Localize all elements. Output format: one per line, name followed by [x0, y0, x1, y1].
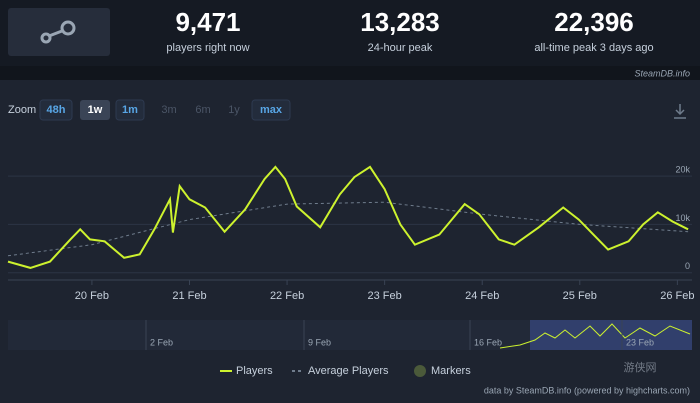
zoom-button-bg[interactable]	[115, 99, 145, 121]
y-tick-label: 20k	[675, 164, 690, 174]
zoom-button[interactable]: 6m	[195, 104, 210, 116]
stat-label: all-time peak 3 days ago	[534, 42, 653, 54]
header-bg	[0, 0, 700, 66]
brand-strip	[0, 66, 700, 80]
zoom-button-bg[interactable]	[39, 99, 73, 121]
stat-value: 13,283	[360, 7, 440, 37]
zoom-label: Zoom	[8, 104, 36, 116]
brand: SteamDB.info	[634, 68, 690, 78]
zoom-button[interactable]: 1m	[122, 104, 138, 116]
x-tick-label: 22 Feb	[270, 290, 304, 302]
zoom-button-bg[interactable]	[251, 99, 291, 121]
zoom-button[interactable]: 1w	[88, 104, 103, 116]
y-tick-label: 0	[685, 261, 690, 271]
legend-swatch[interactable]	[414, 365, 426, 377]
x-tick-label: 25 Feb	[563, 290, 597, 302]
stat-label: 24-hour peak	[368, 42, 433, 54]
stat-value: 22,396	[554, 7, 634, 37]
navigator-label: 16 Feb	[474, 337, 502, 347]
navigator-label: 2 Feb	[150, 337, 173, 347]
players-line	[7, 165, 689, 269]
x-tick-label: 23 Feb	[368, 290, 402, 302]
zoom-button[interactable]: max	[260, 104, 283, 116]
zoom-button[interactable]: 1y	[228, 104, 240, 116]
navigator-label: 9 Feb	[308, 337, 331, 347]
stat-label: players right now	[166, 42, 249, 54]
watermark: 游侠网	[624, 361, 657, 374]
stat-value: 9,471	[175, 7, 240, 37]
footer: data by SteamDB.info (powered by highcha…	[484, 385, 690, 395]
zoom-button-bg[interactable]	[80, 100, 110, 120]
x-tick-label: 21 Feb	[172, 290, 206, 302]
download-icon[interactable]	[674, 104, 686, 119]
legend-label[interactable]: Players	[236, 365, 273, 377]
legend-label[interactable]: Markers	[431, 365, 471, 377]
navigator-line	[499, 323, 691, 349]
zoom-button[interactable]: 48h	[47, 104, 66, 116]
average-line	[7, 201, 689, 257]
steam-logo	[40, 20, 76, 44]
x-tick-label: 24 Feb	[465, 290, 499, 302]
legend-label[interactable]: Average Players	[308, 365, 389, 377]
y-tick-label: 10k	[675, 213, 690, 223]
x-tick-label: 26 Feb	[660, 290, 694, 302]
x-tick-label: 20 Feb	[75, 290, 109, 302]
zoom-button[interactable]: 3m	[161, 104, 176, 116]
navigator-label: 23 Feb	[626, 337, 654, 347]
